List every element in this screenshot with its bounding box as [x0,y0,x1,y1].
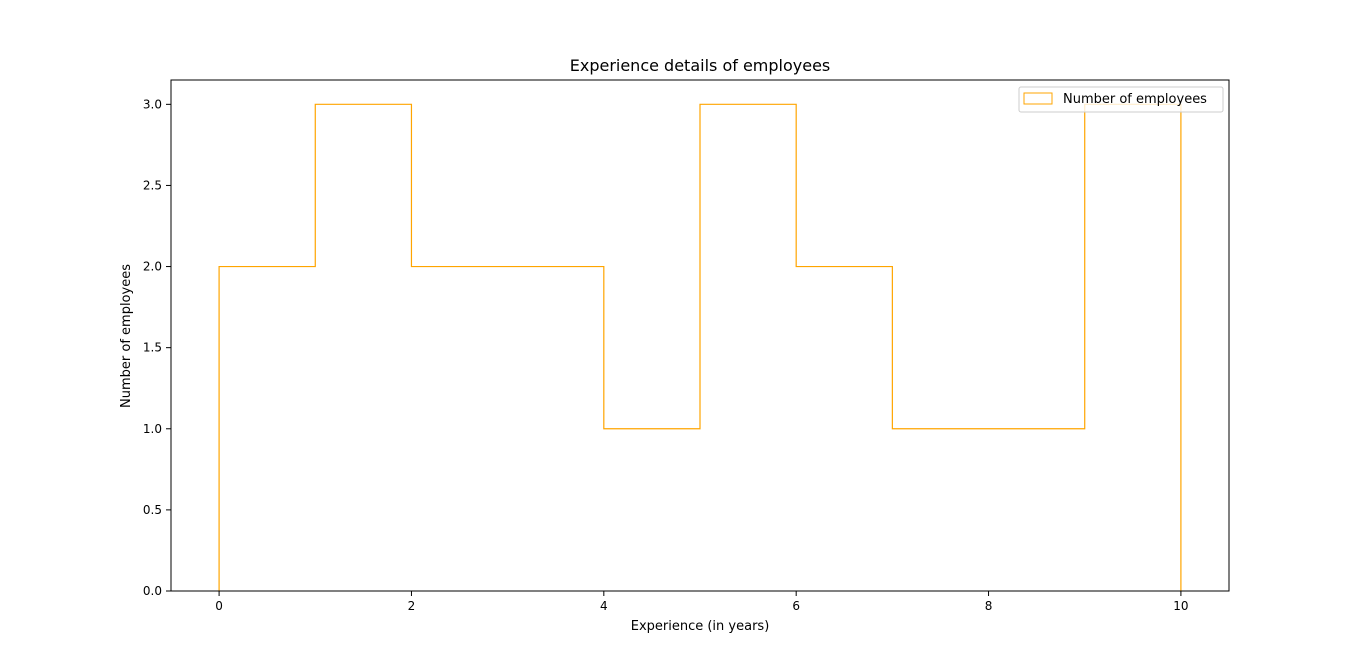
x-axis-ticks: 0 2 4 6 8 10 [215,591,1189,613]
legend-box [1018,86,1224,113]
x-tick-label: 10 [1173,599,1188,613]
chart-title: Experience details of employees [570,56,831,75]
x-tick-label: 8 [985,599,993,613]
y-tick-label: 1.5 [143,341,162,355]
legend-swatch [1023,92,1053,105]
y-tick-label: 0.0 [143,584,162,598]
plot-content [218,103,1182,591]
y-axis-label: Number of employees [119,264,134,408]
x-tick-label: 2 [408,599,416,613]
histogram-step-outline [218,103,1182,591]
y-tick-label: 0.5 [143,503,162,517]
y-tick-label: 2.0 [143,260,162,274]
y-tick-label: 2.5 [143,178,162,192]
y-axis-ticks: 0.0 0.5 1.0 1.5 2.0 2.5 3.0 [143,97,171,598]
y-tick-label: 3.0 [143,97,162,111]
legend: Number of employees [1018,86,1224,113]
plot-frame [170,79,1230,592]
x-tick-label: 4 [600,599,608,613]
x-tick-label: 6 [792,599,800,613]
x-tick-label: 0 [215,599,223,613]
legend-label: Number of employees [1063,92,1207,107]
x-axis-label: Experience (in years) [631,619,770,634]
y-tick-label: 1.0 [143,422,162,436]
